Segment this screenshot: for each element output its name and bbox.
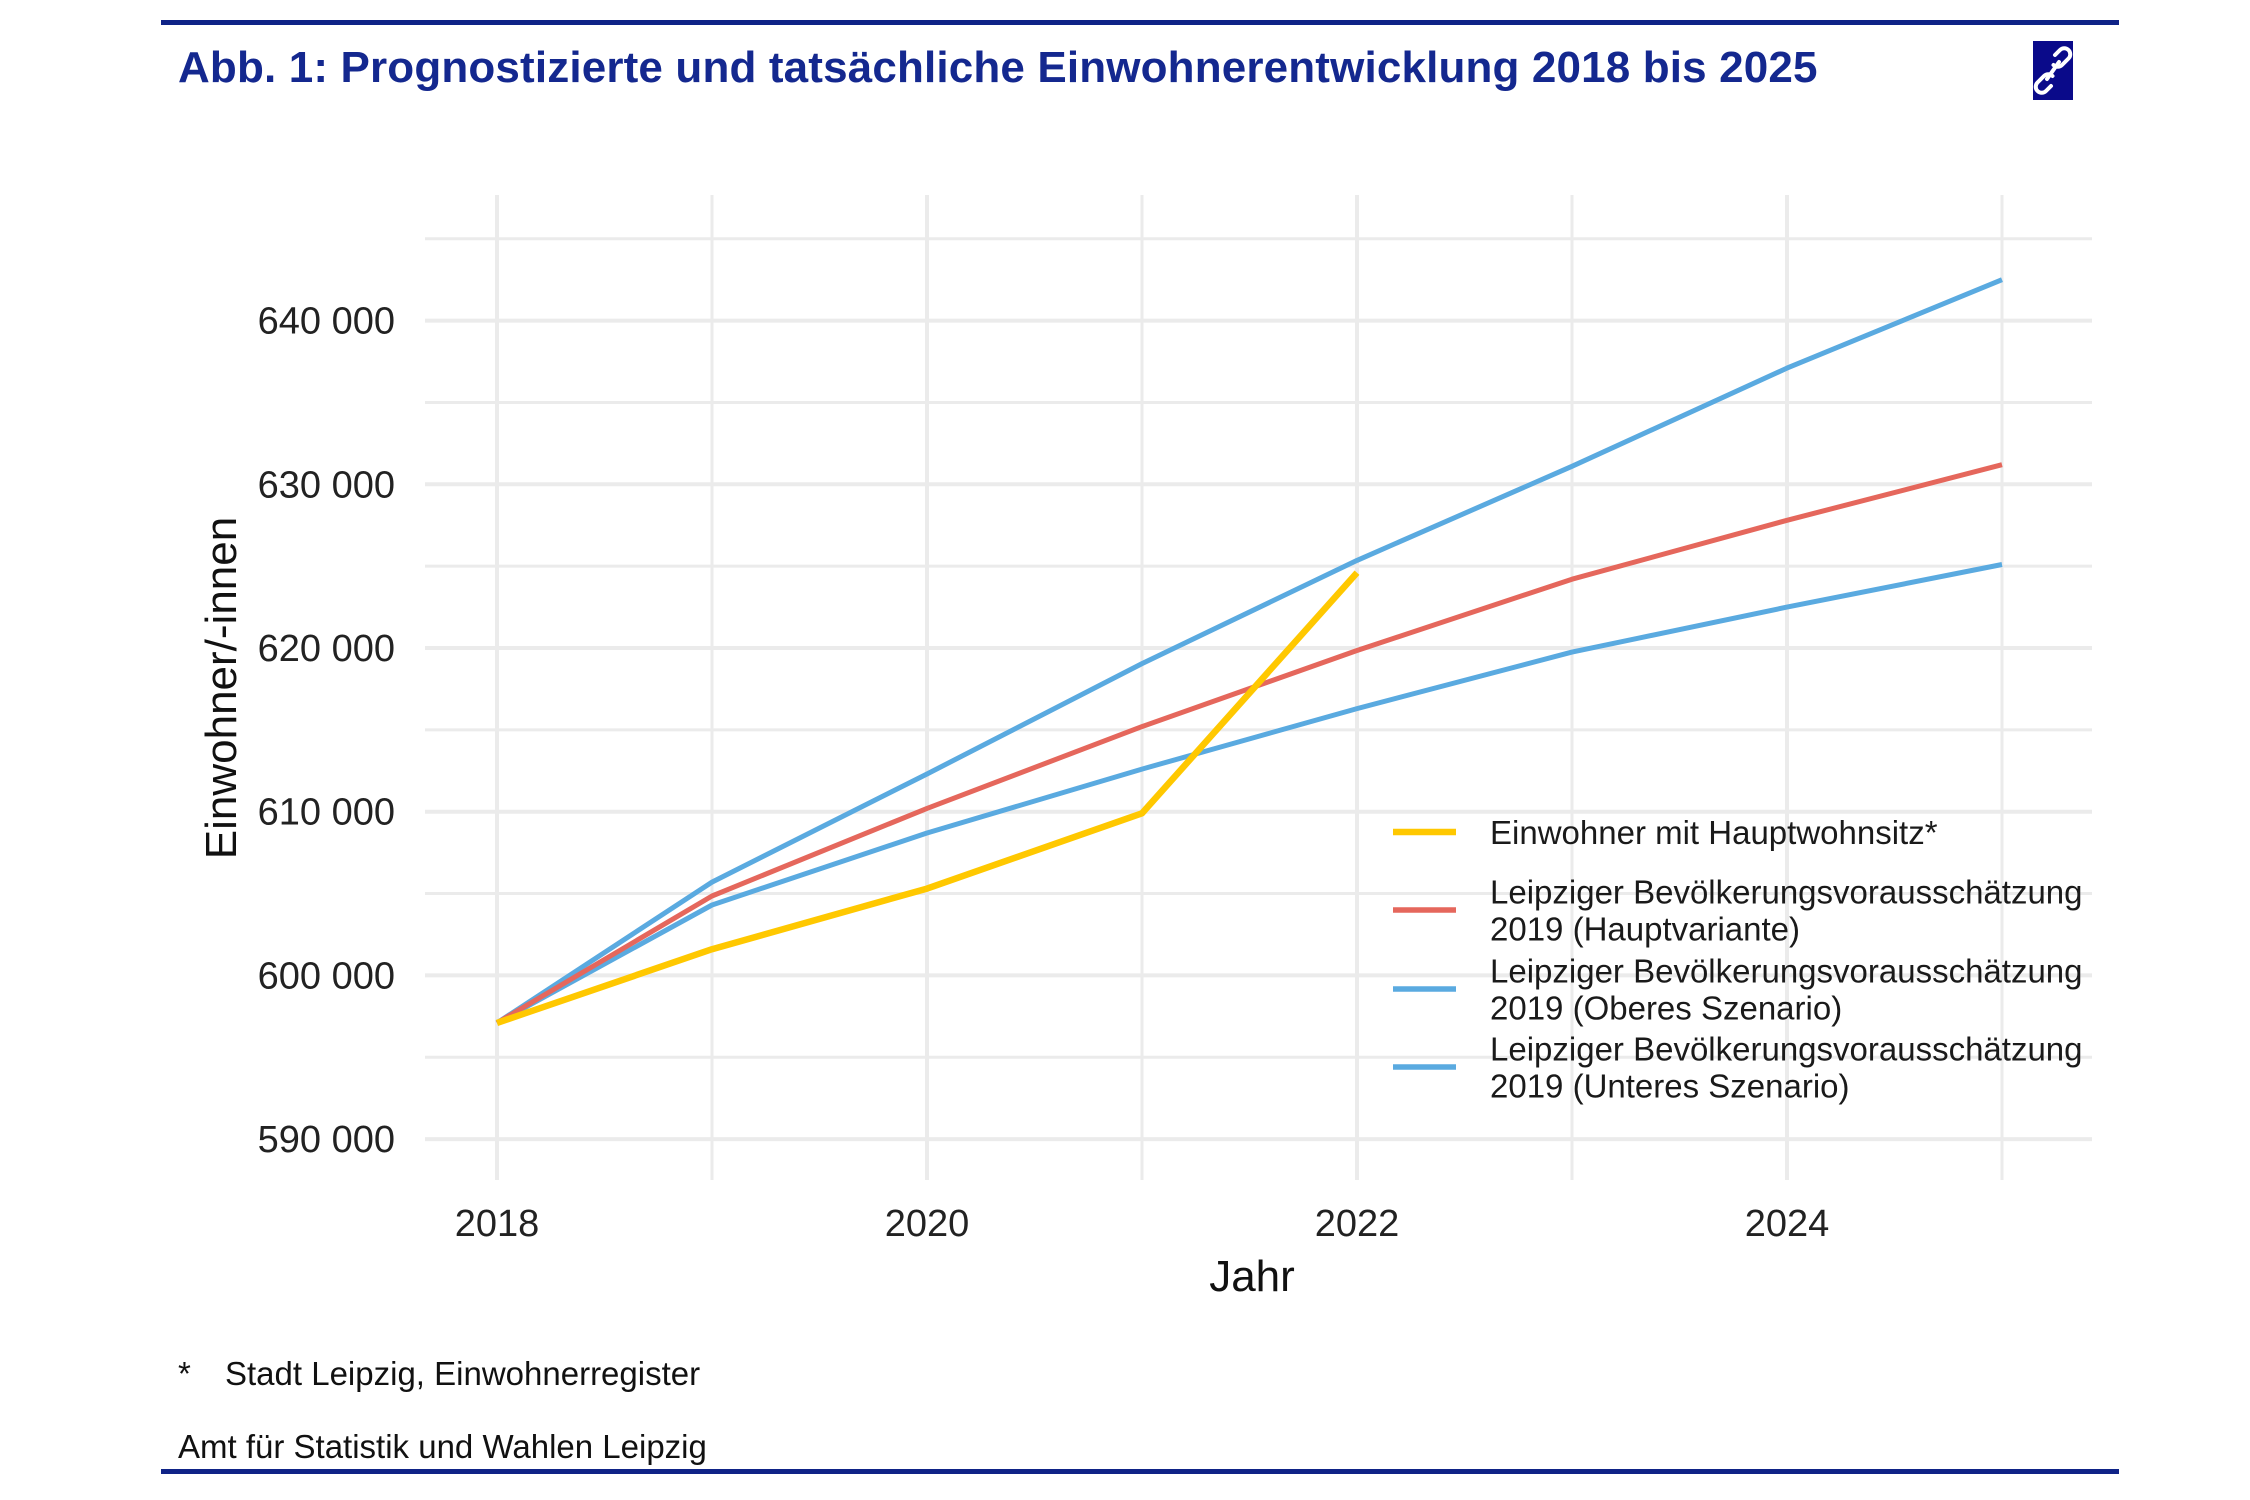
series-line-4 — [495, 562, 2003, 1026]
legend-item: Einwohner mit Hauptwohnsitz* — [1393, 814, 1938, 851]
y-axis-tick-labels: 590 000 600 000 610 000 620 000 630 000 640 0… — [258, 301, 395, 1161]
chain-link-icon[interactable] — [2033, 41, 2073, 100]
legend-label: Leipziger Bevölkerungsvorausschätzung — [1490, 874, 2083, 911]
y-tick-label: 610 000 — [258, 792, 395, 834]
chain-link-icon-glyph — [2033, 46, 2073, 95]
y-tick-label: 620 000 — [258, 628, 395, 670]
legend-label: 2019 (Unteres Szenario) — [1490, 1068, 1850, 1105]
legend-label: 2019 (Hauptvariante) — [1490, 911, 1800, 948]
x-tick-label: 2020 — [885, 1203, 970, 1245]
legend-label: Einwohner mit Hauptwohnsitz* — [1490, 814, 1938, 851]
x-tick-label: 2018 — [455, 1203, 540, 1245]
x-axis-tick-labels: 2018 2020 2022 2024 — [455, 1203, 1830, 1245]
series-line-1 — [495, 570, 1360, 1026]
y-tick-label: 640 000 — [258, 301, 395, 343]
y-tick-label: 630 000 — [258, 464, 395, 506]
legend-item: Leipziger Bevölkerungsvorausschätzung201… — [1393, 1031, 2083, 1105]
x-tick-label: 2022 — [1315, 1203, 1400, 1245]
figure-title: Abb. 1: Prognostizierte und tatsächliche… — [178, 43, 1818, 92]
y-tick-label: 600 000 — [258, 955, 395, 997]
legend-item: Leipziger Bevölkerungsvorausschätzung201… — [1393, 953, 2083, 1027]
legend-label: Leipziger Bevölkerungsvorausschätzung — [1490, 953, 2083, 990]
top-rule — [161, 20, 2119, 25]
legend-label: 2019 (Oberes Szenario) — [1490, 990, 1842, 1027]
legend: Einwohner mit Hauptwohnsitz* Leipziger Be… — [1393, 814, 2083, 1105]
legend-label: Leipziger Bevölkerungsvorausschätzung — [1490, 1031, 2083, 1068]
y-tick-label: 590 000 — [258, 1119, 395, 1161]
footnote-marker: * — [178, 1355, 191, 1392]
bottom-rule — [161, 1469, 2119, 1474]
x-axis-title: Jahr — [1209, 1252, 1295, 1301]
x-tick-label: 2024 — [1745, 1203, 1830, 1245]
footnote-text: Stadt Leipzig, Einwohnerregister — [225, 1355, 701, 1392]
source-text: Amt für Statistik und Wahlen Leipzig — [178, 1428, 707, 1465]
series-lines — [495, 277, 2003, 1026]
series-line-3 — [495, 277, 2003, 1025]
legend-item: Leipziger Bevölkerungsvorausschätzung201… — [1393, 874, 2083, 948]
y-axis-title: Einwohner/-innen — [197, 517, 246, 859]
grid-lines — [425, 195, 2092, 1180]
